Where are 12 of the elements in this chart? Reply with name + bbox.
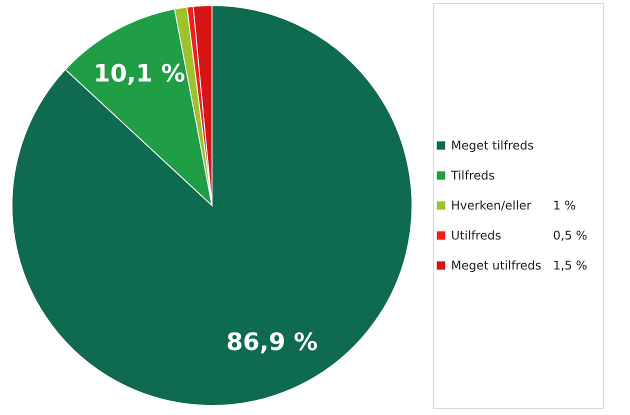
data-label: 86,9 % bbox=[226, 328, 318, 356]
data-label: 0,5 % bbox=[553, 228, 588, 242]
legend-label: Tilfreds bbox=[450, 168, 495, 182]
data-label: 10,1 % bbox=[94, 59, 186, 88]
legend-label: Utilfreds bbox=[451, 228, 502, 242]
legend-label: Meget utilfreds bbox=[451, 258, 542, 272]
data-label: 1,5 % bbox=[553, 258, 588, 272]
legend-label: Meget tilfreds bbox=[451, 138, 534, 152]
data-label: 1 % bbox=[553, 198, 576, 212]
legend-label: Hverken/eller bbox=[451, 198, 532, 212]
pie-slice bbox=[12, 5, 412, 406]
pie-slice bbox=[64, 8, 212, 206]
